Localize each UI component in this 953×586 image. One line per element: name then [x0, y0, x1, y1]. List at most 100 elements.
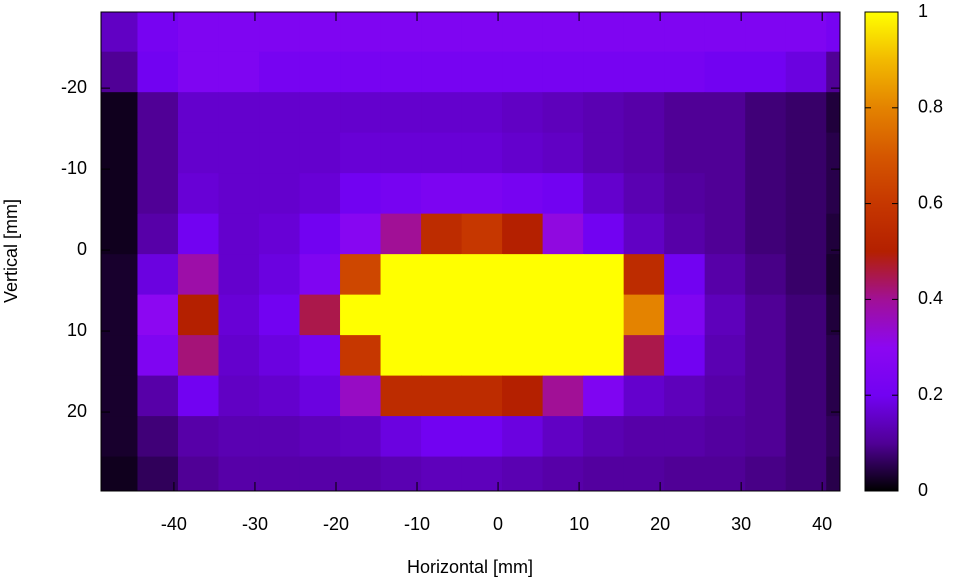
heatmap-cell [421, 12, 463, 53]
heatmap-cell [664, 456, 706, 491]
heatmap-cell [583, 132, 625, 174]
heatmap-cell [664, 173, 706, 215]
heatmap-cell [623, 456, 665, 491]
heatmap-cell [623, 213, 665, 255]
heatmap-cell [664, 12, 706, 53]
heatmap-cell [623, 375, 665, 417]
heatmap-cell [259, 213, 301, 255]
heatmap-cell [340, 335, 382, 377]
heatmap-cell [542, 12, 584, 53]
x-tick-label: 40 [812, 514, 832, 534]
heatmap-cell [218, 132, 260, 174]
heatmap-cell [461, 375, 503, 417]
heatmap-cell [101, 213, 138, 255]
heatmap-cell [218, 51, 260, 93]
heatmap-cell [421, 456, 463, 491]
heatmap-cell [218, 335, 260, 377]
heatmap-cell [542, 294, 584, 336]
heatmap [101, 12, 840, 491]
heatmap-cell [502, 254, 544, 296]
heatmap-cell [745, 12, 787, 53]
heatmap-cell [664, 416, 706, 458]
heatmap-cell [664, 92, 706, 134]
heatmap-cell [502, 92, 544, 134]
heatmap-cell [421, 132, 463, 174]
heatmap-cell [826, 294, 840, 336]
heatmap-cell [259, 456, 301, 491]
heatmap-cell [623, 294, 665, 336]
heatmap-cell [583, 294, 625, 336]
y-tick-label: 20 [67, 401, 87, 421]
heatmap-cell [583, 51, 625, 93]
y-axis-label: Vertical [mm] [1, 199, 21, 303]
heatmap-cell [785, 416, 827, 458]
heatmap-cell [259, 335, 301, 377]
heatmap-cell [177, 51, 219, 93]
heatmap-cell [826, 416, 840, 458]
heatmap-cell [826, 456, 840, 491]
heatmap-cell [299, 456, 341, 491]
heatmap-cell [461, 254, 503, 296]
heatmap-cell [461, 416, 503, 458]
heatmap-cell [704, 254, 746, 296]
heatmap-cell [745, 254, 787, 296]
colorbar [864, 11, 899, 492]
heatmap-cell [826, 173, 840, 215]
colorbar-tick-label: 0.8 [918, 97, 943, 117]
heatmap-cell [623, 416, 665, 458]
heatmap-cell [704, 132, 746, 174]
heatmap-cell [421, 335, 463, 377]
heatmap-cell [380, 213, 422, 255]
heatmap-cell [340, 416, 382, 458]
heatmap-cell [259, 132, 301, 174]
x-tick-label: 30 [731, 514, 751, 534]
heatmap-cell [583, 456, 625, 491]
x-axis-label: Horizontal [mm] [407, 557, 533, 577]
heatmap-cell [785, 294, 827, 336]
heatmap-cell [340, 12, 382, 53]
heatmap-cell [299, 375, 341, 417]
heatmap-cell [218, 416, 260, 458]
colorbar-tick-label: 0.6 [918, 192, 943, 212]
heatmap-cell [421, 294, 463, 336]
heatmap-cell [421, 51, 463, 93]
heatmap-cell [745, 375, 787, 417]
heatmap-cell [583, 173, 625, 215]
heatmap-cell [745, 92, 787, 134]
heatmap-cell [704, 92, 746, 134]
heatmap-cell [177, 173, 219, 215]
heatmap-cell [461, 132, 503, 174]
heatmap-cell [461, 51, 503, 93]
heatmap-cell [502, 12, 544, 53]
heatmap-cell [664, 254, 706, 296]
heatmap-cell [542, 173, 584, 215]
heatmap-cell [785, 213, 827, 255]
heatmap-cell [745, 416, 787, 458]
heatmap-cell [218, 12, 260, 53]
heatmap-cell [101, 12, 138, 53]
heatmap-cell [583, 416, 625, 458]
heatmap-cell [623, 173, 665, 215]
heatmap-cell [664, 213, 706, 255]
heatmap-cell [137, 416, 179, 458]
heatmap-cell [101, 173, 138, 215]
heatmap-cell [664, 51, 706, 93]
heatmap-cell [421, 173, 463, 215]
heatmap-cell [299, 132, 341, 174]
heatmap-cell [826, 92, 840, 134]
heatmap-cell [745, 132, 787, 174]
heatmap-cell [826, 375, 840, 417]
heatmap-cell [177, 254, 219, 296]
heatmap-cell [380, 132, 422, 174]
heatmap-cell [299, 92, 341, 134]
heatmap-cell [785, 132, 827, 174]
heatmap-cell [299, 254, 341, 296]
heatmap-cell [259, 173, 301, 215]
heatmap-cell [218, 173, 260, 215]
heatmap-cell [583, 335, 625, 377]
heatmap-cell [177, 335, 219, 377]
heatmap-cell [299, 173, 341, 215]
heatmap-cell [380, 294, 422, 336]
x-tick-label: -10 [404, 514, 430, 534]
